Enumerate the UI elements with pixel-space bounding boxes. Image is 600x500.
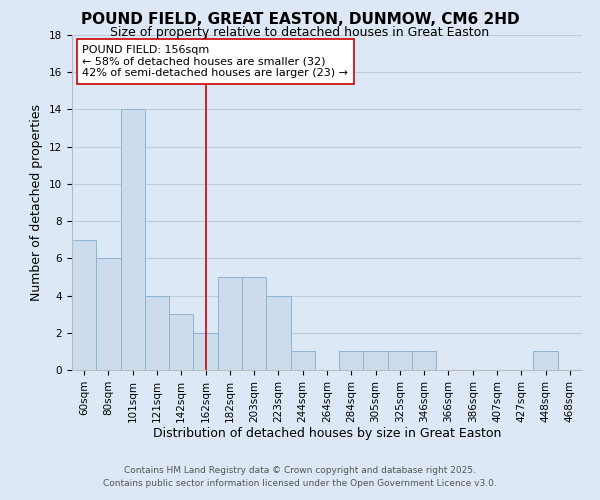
Bar bbox=[388, 352, 412, 370]
Text: POUND FIELD, GREAT EASTON, DUNMOW, CM6 2HD: POUND FIELD, GREAT EASTON, DUNMOW, CM6 2… bbox=[80, 12, 520, 28]
Bar bbox=[533, 352, 558, 370]
Text: POUND FIELD: 156sqm
← 58% of detached houses are smaller (32)
42% of semi-detach: POUND FIELD: 156sqm ← 58% of detached ho… bbox=[82, 45, 348, 78]
Bar bbox=[121, 110, 145, 370]
Bar bbox=[266, 296, 290, 370]
Y-axis label: Number of detached properties: Number of detached properties bbox=[31, 104, 43, 301]
Text: Size of property relative to detached houses in Great Easton: Size of property relative to detached ho… bbox=[110, 26, 490, 39]
Bar bbox=[339, 352, 364, 370]
Bar bbox=[364, 352, 388, 370]
Bar bbox=[218, 277, 242, 370]
Bar bbox=[193, 333, 218, 370]
Bar bbox=[96, 258, 121, 370]
Bar bbox=[72, 240, 96, 370]
Bar bbox=[145, 296, 169, 370]
X-axis label: Distribution of detached houses by size in Great Easton: Distribution of detached houses by size … bbox=[153, 428, 501, 440]
Bar bbox=[290, 352, 315, 370]
Bar bbox=[412, 352, 436, 370]
Text: Contains HM Land Registry data © Crown copyright and database right 2025.
Contai: Contains HM Land Registry data © Crown c… bbox=[103, 466, 497, 487]
Bar bbox=[242, 277, 266, 370]
Bar bbox=[169, 314, 193, 370]
